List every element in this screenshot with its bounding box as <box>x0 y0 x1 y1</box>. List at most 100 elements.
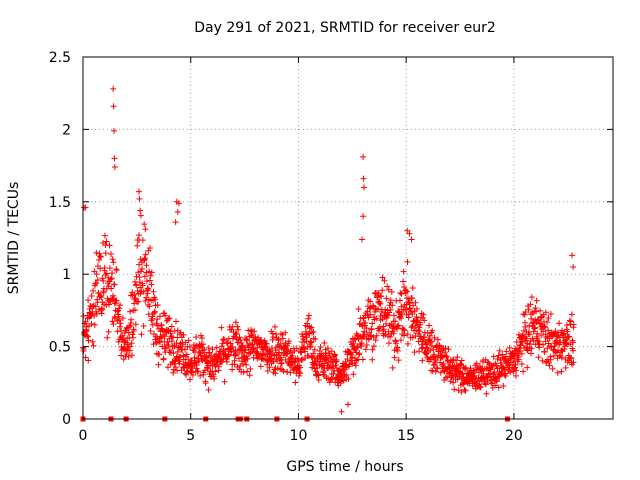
data-point <box>324 345 331 352</box>
data-point <box>417 321 424 328</box>
data-point <box>127 308 134 315</box>
data-point <box>310 350 317 357</box>
data-point <box>537 307 544 314</box>
data-point <box>384 312 391 319</box>
data-point <box>243 361 250 368</box>
data-point <box>457 361 464 368</box>
data-point <box>387 297 394 304</box>
data-point <box>282 356 289 363</box>
data-point <box>244 368 251 375</box>
data-point <box>390 330 397 337</box>
data-point <box>453 357 460 364</box>
data-point <box>285 338 292 345</box>
data-point <box>328 376 335 383</box>
data-point <box>397 337 404 344</box>
data-point <box>303 334 310 341</box>
data-point <box>95 256 102 263</box>
data-point <box>404 258 411 265</box>
data-point <box>146 268 153 275</box>
data-point <box>476 362 483 369</box>
data-point <box>431 353 438 360</box>
data-point <box>401 332 408 339</box>
data-point <box>229 344 236 351</box>
data-point <box>361 328 368 335</box>
data-point <box>398 310 405 317</box>
data-point <box>522 323 529 330</box>
data-point <box>447 378 454 385</box>
data-point <box>185 337 192 344</box>
data-point <box>109 256 116 263</box>
data-point <box>560 330 567 337</box>
data-points <box>80 85 577 422</box>
data-point <box>368 333 375 340</box>
data-point <box>298 349 305 356</box>
data-point <box>201 346 208 353</box>
data-point <box>355 305 362 312</box>
data-point <box>106 301 113 308</box>
data-point <box>272 370 279 377</box>
data-point <box>110 321 117 328</box>
data-point <box>528 315 535 322</box>
data-point <box>527 301 534 308</box>
data-point <box>94 276 101 283</box>
data-point <box>284 342 291 349</box>
data-point <box>147 327 154 334</box>
data-point <box>132 321 139 328</box>
data-point <box>495 384 502 391</box>
data-point <box>149 313 156 320</box>
data-point <box>486 370 493 377</box>
data-point <box>241 346 248 353</box>
data-point <box>562 364 569 371</box>
data-point <box>170 369 177 376</box>
data-point <box>546 362 553 369</box>
data-point <box>376 324 383 331</box>
data-point <box>272 323 279 330</box>
y-tick-label: 1 <box>62 267 71 283</box>
data-point <box>379 274 386 281</box>
data-point <box>174 208 181 215</box>
data-point <box>136 274 143 281</box>
data-point <box>237 337 244 344</box>
data-point <box>156 313 163 320</box>
data-point <box>93 280 100 287</box>
data-point <box>280 368 287 375</box>
data-point <box>85 337 92 344</box>
data-point <box>532 305 539 312</box>
data-point <box>359 356 366 363</box>
data-point <box>429 327 436 334</box>
data-point <box>382 320 389 327</box>
data-point <box>182 339 189 346</box>
data-point <box>332 352 339 359</box>
data-point <box>570 347 577 354</box>
data-point <box>129 331 136 338</box>
data-point <box>210 373 217 380</box>
data-point <box>406 230 413 237</box>
data-point <box>544 319 551 326</box>
data-point <box>166 347 173 354</box>
data-point <box>528 294 535 301</box>
data-point <box>370 334 377 341</box>
data-point <box>132 295 139 302</box>
data-point <box>151 296 158 303</box>
data-point <box>250 345 257 352</box>
data-point <box>362 319 369 326</box>
data-point <box>553 340 560 347</box>
data-point <box>203 355 210 362</box>
data-point <box>90 342 97 349</box>
data-point <box>151 308 158 315</box>
data-point <box>307 325 314 332</box>
data-point <box>320 371 327 378</box>
data-point <box>301 345 308 352</box>
data-point <box>566 333 573 340</box>
data-point <box>494 356 501 363</box>
data-point <box>310 328 317 335</box>
data-point <box>139 282 146 289</box>
data-point <box>374 306 381 313</box>
data-point <box>125 353 132 360</box>
data-point <box>311 346 318 353</box>
data-point <box>445 346 452 353</box>
data-point <box>166 315 173 322</box>
y-tick-label: 0.5 <box>49 340 71 356</box>
data-point <box>462 366 469 373</box>
data-point <box>401 284 408 291</box>
